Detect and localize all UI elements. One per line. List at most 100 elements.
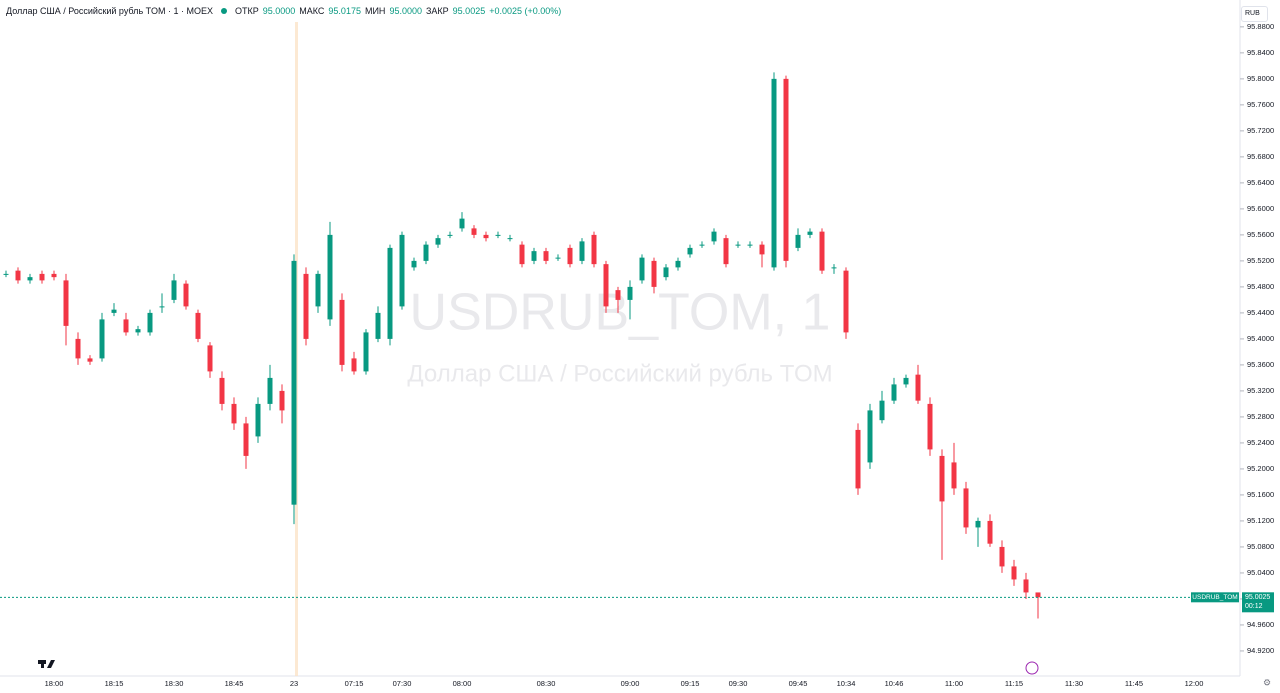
x-tick-label: 09:15 (681, 679, 700, 688)
candle-body (915, 374, 921, 401)
candle-body (159, 306, 165, 308)
currency-button[interactable]: RUB (1241, 6, 1268, 22)
candle-body (759, 244, 765, 255)
candle-body (495, 234, 501, 236)
candle-body (987, 520, 993, 544)
y-tick-label: 95.5200 (1247, 256, 1274, 265)
candle-body (279, 390, 285, 411)
symbol-title[interactable]: Доллар США / Российский рубль TOM · 1 · … (6, 6, 213, 16)
symbol-tag-label: USDRUB_TOM (1192, 594, 1237, 601)
tv-logo (38, 660, 55, 668)
candle-body (771, 78, 777, 268)
candle-body (147, 312, 153, 333)
candle-body (783, 78, 789, 261)
candle-body (87, 358, 93, 362)
y-tick-label: 95.3200 (1247, 386, 1274, 395)
candle-body (591, 234, 597, 265)
watermark-description: Доллар США / Российский рубль TOM (407, 360, 832, 387)
candle-body (423, 244, 429, 261)
status-dot (220, 8, 227, 14)
candle-body (327, 234, 333, 320)
candle-body (243, 423, 249, 456)
candle-body (171, 280, 177, 300)
candle-body (99, 319, 105, 359)
candle-body (975, 520, 981, 528)
candle-body (399, 234, 405, 307)
candle-body (831, 267, 837, 269)
candle-body (555, 257, 561, 259)
candle-body (843, 270, 849, 333)
y-tick-label: 95.4400 (1247, 308, 1274, 317)
y-tick-label: 95.4800 (1247, 282, 1274, 291)
candle-body (435, 238, 441, 245)
open-label: ОТКР (234, 6, 259, 16)
candle-body (927, 403, 933, 450)
candle-body (363, 332, 369, 372)
x-tick-label: 07:30 (393, 679, 412, 688)
candle-body (63, 280, 69, 326)
y-tick-label: 95.6400 (1247, 178, 1274, 187)
candle-body (183, 283, 189, 307)
candle-body (855, 429, 861, 489)
y-tick-label: 95.1200 (1247, 516, 1274, 525)
candle-body (339, 299, 345, 365)
candle-body (711, 231, 717, 242)
candle-body (579, 241, 585, 261)
candle-body (351, 358, 357, 372)
event-marker[interactable] (1025, 661, 1039, 675)
candle-body (807, 231, 813, 235)
candle-body (651, 260, 657, 287)
y-tick-label: 95.8000 (1247, 74, 1274, 83)
candle-body (567, 247, 573, 265)
x-tick-label: 09:30 (729, 679, 748, 688)
high-label: МАКС (299, 6, 325, 16)
candle-body (123, 319, 129, 333)
candle-body (1011, 566, 1017, 580)
candle-body (111, 309, 117, 313)
x-tick-label: 11:30 (1065, 679, 1083, 688)
candle-body (939, 455, 945, 502)
candle-body (963, 488, 969, 528)
candle-body (39, 273, 45, 281)
candle-body (627, 286, 633, 300)
low-value: 95.0000 (389, 6, 422, 16)
y-tick-label: 95.4000 (1247, 334, 1274, 343)
x-tick-label: 18:30 (165, 679, 184, 688)
candle-body (459, 218, 465, 229)
candle-body (543, 251, 549, 261)
high-value: 95.0175 (328, 6, 361, 16)
change-value: +0.0025 (+0.00%) (489, 6, 562, 16)
candle-body (75, 338, 81, 359)
candle-body (795, 234, 801, 248)
y-tick-label: 95.2800 (1247, 412, 1274, 421)
candle-body (219, 377, 225, 404)
candle-body (747, 244, 753, 246)
y-tick-label: 94.9600 (1247, 620, 1274, 629)
candle-body (639, 257, 645, 281)
candle-body (507, 238, 513, 240)
x-tick-label: 23 (290, 679, 298, 688)
candle-body (903, 377, 909, 385)
candle-body (951, 462, 957, 489)
price-tag-countdown: 00:12 (1245, 603, 1263, 610)
candle-body (867, 410, 873, 463)
x-tick-label: 18:00 (45, 679, 64, 688)
candle-body (999, 546, 1005, 567)
candle-body (1023, 579, 1029, 593)
price-tag-value: 95.0025 (1245, 594, 1270, 601)
candle-body (471, 228, 477, 235)
x-tick-label: 07:15 (345, 679, 364, 688)
x-tick-label: 18:15 (105, 679, 124, 688)
y-tick-label: 95.1600 (1247, 490, 1274, 499)
x-tick-label: 11:00 (945, 679, 963, 688)
settings-icon[interactable]: ⚙ (1263, 677, 1271, 687)
candle-body (531, 251, 537, 261)
legend-header: Доллар США / Российский рубль TOM · 1 · … (6, 6, 561, 16)
candle-body (267, 377, 273, 404)
candle-body (15, 270, 21, 281)
candle-body (387, 247, 393, 339)
candle-body (51, 273, 57, 278)
y-tick-label: 95.6800 (1247, 152, 1274, 161)
